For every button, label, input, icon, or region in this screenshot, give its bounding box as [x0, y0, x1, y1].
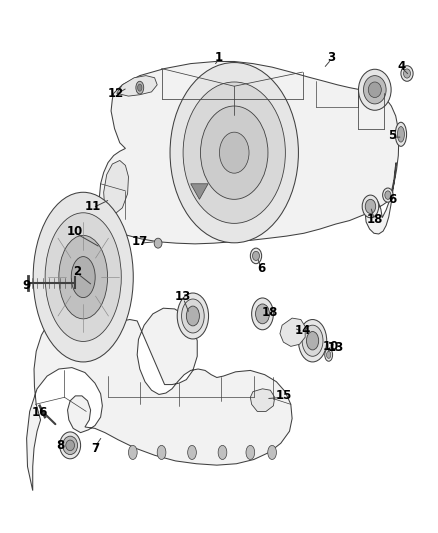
Ellipse shape: [63, 436, 78, 455]
Circle shape: [218, 446, 227, 459]
Ellipse shape: [66, 440, 74, 451]
Text: 10: 10: [67, 224, 83, 238]
Text: 8: 8: [56, 439, 64, 452]
Ellipse shape: [403, 69, 410, 78]
Text: 13: 13: [175, 290, 191, 303]
Ellipse shape: [385, 191, 391, 199]
Polygon shape: [251, 389, 275, 411]
Ellipse shape: [255, 304, 269, 324]
Ellipse shape: [365, 199, 376, 214]
Polygon shape: [117, 76, 157, 96]
Text: 2: 2: [74, 265, 81, 278]
Ellipse shape: [298, 319, 327, 362]
Ellipse shape: [364, 76, 386, 104]
Ellipse shape: [395, 122, 406, 147]
Text: 12: 12: [107, 87, 124, 100]
Ellipse shape: [97, 241, 105, 254]
Text: 6: 6: [388, 193, 396, 206]
Ellipse shape: [186, 306, 199, 326]
Ellipse shape: [219, 132, 249, 173]
Ellipse shape: [253, 251, 259, 261]
Ellipse shape: [33, 192, 133, 362]
Polygon shape: [27, 230, 292, 490]
Ellipse shape: [401, 66, 413, 81]
Text: 18: 18: [262, 306, 279, 319]
Ellipse shape: [368, 82, 381, 98]
Polygon shape: [280, 318, 305, 346]
Ellipse shape: [170, 62, 298, 243]
Polygon shape: [191, 184, 208, 199]
Text: 3: 3: [327, 52, 336, 64]
Ellipse shape: [59, 236, 108, 319]
Ellipse shape: [177, 293, 208, 339]
Circle shape: [138, 84, 142, 91]
Circle shape: [128, 446, 137, 459]
Ellipse shape: [358, 69, 391, 110]
Text: 18: 18: [367, 213, 383, 225]
Ellipse shape: [325, 349, 332, 361]
Ellipse shape: [154, 238, 162, 248]
Text: 9: 9: [22, 279, 31, 292]
Ellipse shape: [252, 298, 273, 330]
Ellipse shape: [326, 351, 331, 358]
Text: 13: 13: [328, 341, 344, 354]
Circle shape: [246, 446, 254, 459]
Circle shape: [157, 446, 166, 459]
Text: 11: 11: [85, 200, 101, 213]
Ellipse shape: [362, 195, 379, 217]
Polygon shape: [104, 160, 128, 214]
Circle shape: [187, 446, 196, 459]
Ellipse shape: [182, 299, 204, 333]
Circle shape: [136, 81, 144, 94]
Ellipse shape: [183, 82, 286, 223]
Ellipse shape: [201, 106, 268, 199]
Text: 7: 7: [91, 442, 99, 455]
Ellipse shape: [45, 213, 121, 342]
Ellipse shape: [383, 188, 393, 202]
Text: 17: 17: [132, 235, 148, 248]
Text: 14: 14: [294, 324, 311, 337]
Text: 10: 10: [323, 340, 339, 353]
Text: 4: 4: [398, 60, 406, 73]
Circle shape: [268, 446, 276, 459]
Polygon shape: [99, 61, 399, 244]
Text: 6: 6: [258, 262, 266, 275]
Ellipse shape: [60, 432, 81, 459]
Ellipse shape: [397, 126, 404, 142]
Text: 5: 5: [388, 129, 396, 142]
Ellipse shape: [251, 248, 261, 264]
Text: 15: 15: [275, 390, 292, 402]
Ellipse shape: [71, 256, 95, 297]
Ellipse shape: [302, 325, 323, 356]
Ellipse shape: [307, 332, 319, 350]
Text: 16: 16: [32, 406, 48, 419]
Text: 1: 1: [215, 52, 223, 64]
